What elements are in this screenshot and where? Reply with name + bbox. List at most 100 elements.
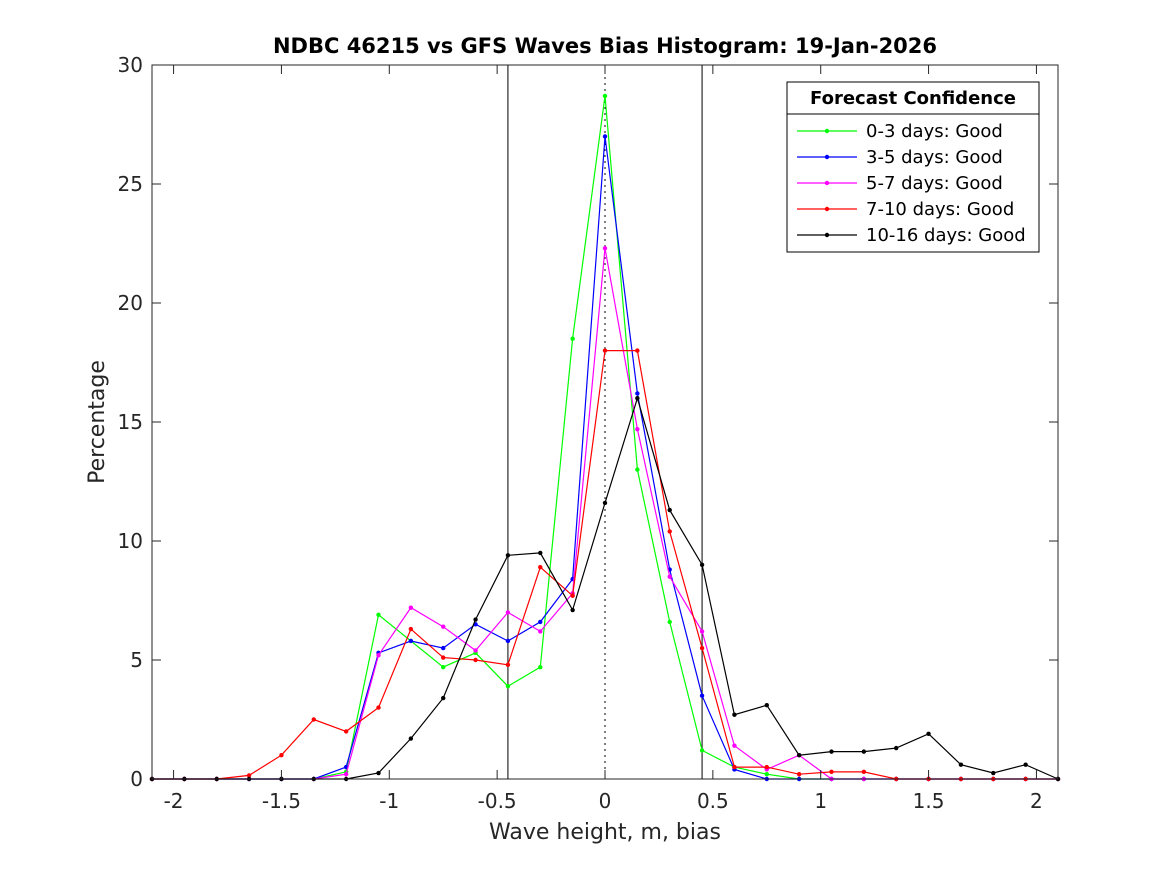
data-point [538,629,543,634]
data-point [699,629,705,634]
data-point [635,396,640,401]
data-point [764,764,769,770]
data-point [505,610,511,615]
data-point [635,467,640,472]
x-tick-label: -1.5 [262,789,301,813]
data-point [246,773,252,778]
data-point [829,769,834,775]
data-point [732,743,737,748]
data-point [505,683,511,689]
data-point [408,605,414,610]
data-point [279,753,284,758]
legend-entry-label: 3-5 days: Good [866,147,1003,168]
legend-marker [824,128,830,134]
data-point [991,770,996,776]
y-tick-label: 30 [118,53,143,77]
legend-entry-label: 0-3 days: Good [866,121,1003,142]
y-tick-label: 5 [130,648,143,672]
data-point [732,712,737,717]
y-tick-label: 0 [130,767,143,791]
data-point [473,657,478,663]
x-tick-label: 0.5 [697,789,729,813]
x-tick-label: -1 [379,789,399,813]
data-point [764,703,769,708]
data-point [505,638,511,644]
data-point [699,748,705,753]
data-point [635,348,640,353]
data-point [570,593,575,598]
data-point [602,500,608,506]
data-point [570,336,575,341]
data-point [699,562,705,567]
data-point [926,731,931,736]
data-point [602,246,608,251]
data-point [635,391,640,396]
legend-entry-label: 10-16 days: Good [866,225,1026,246]
data-point [796,772,802,777]
y-tick-label: 10 [118,529,143,553]
y-tick-label: 20 [118,291,143,315]
data-point [958,762,964,767]
data-point [1023,762,1028,767]
data-point [861,769,867,775]
data-point [376,612,381,617]
data-point [505,553,511,558]
reference-lines [507,65,703,779]
data-point [829,749,834,754]
data-point [538,564,543,570]
legend-title: Forecast Confidence [810,88,1016,109]
legend-marker [824,232,830,238]
data-point [894,745,899,751]
data-point [635,426,640,432]
x-tick-label: -0.5 [478,789,517,813]
data-point [505,662,511,667]
legend-box [786,81,1040,253]
data-point [408,638,414,644]
legend-entry-label: 5-7 days: Good [866,173,1003,194]
data-point [311,717,316,722]
data-point [699,693,705,698]
legend-entries: 0-3 days: Good 3-5 days: Good 5-7 days: Go… [797,121,1026,246]
x-tick-label: 2 [1030,789,1043,813]
y-tick-label: 15 [118,410,143,434]
legend: Forecast Confidence 0-3 days: Good 3-5 da… [786,81,1040,253]
data-point [376,770,381,776]
x-tick-label: 1 [814,789,827,813]
data-point [376,705,381,710]
x-axis-label: Wave height, m, bias [489,820,721,845]
data-point [667,574,672,579]
data-point [667,529,672,534]
data-point [408,626,414,632]
x-tick-label: -2 [164,789,184,813]
legend-marker [824,154,830,160]
data-point [441,664,446,670]
chart-title: NDBC 46215 vs GFS Waves Bias Histogram: … [273,34,937,58]
data-point [408,736,414,741]
data-point [602,93,608,99]
data-point [538,664,543,670]
data-point [667,619,672,625]
data-point [538,619,543,625]
data-point [441,624,446,629]
data-point [667,507,672,513]
data-point [699,645,705,651]
data-point [441,645,446,651]
data-point [861,749,867,754]
y-axis-label: Percentage [85,360,110,484]
data-point [538,550,543,556]
data-point [343,729,349,734]
data-point [602,134,608,139]
data-point [376,653,381,658]
x-tick-label: 1.5 [913,789,945,813]
legend-marker [824,180,830,186]
data-point [441,655,446,660]
y-tick-label: 25 [118,172,143,196]
data-point [570,607,575,613]
data-point [602,348,608,353]
data-point [732,764,737,770]
data-point [796,753,802,758]
legend-marker [824,206,830,212]
data-point [343,772,349,777]
